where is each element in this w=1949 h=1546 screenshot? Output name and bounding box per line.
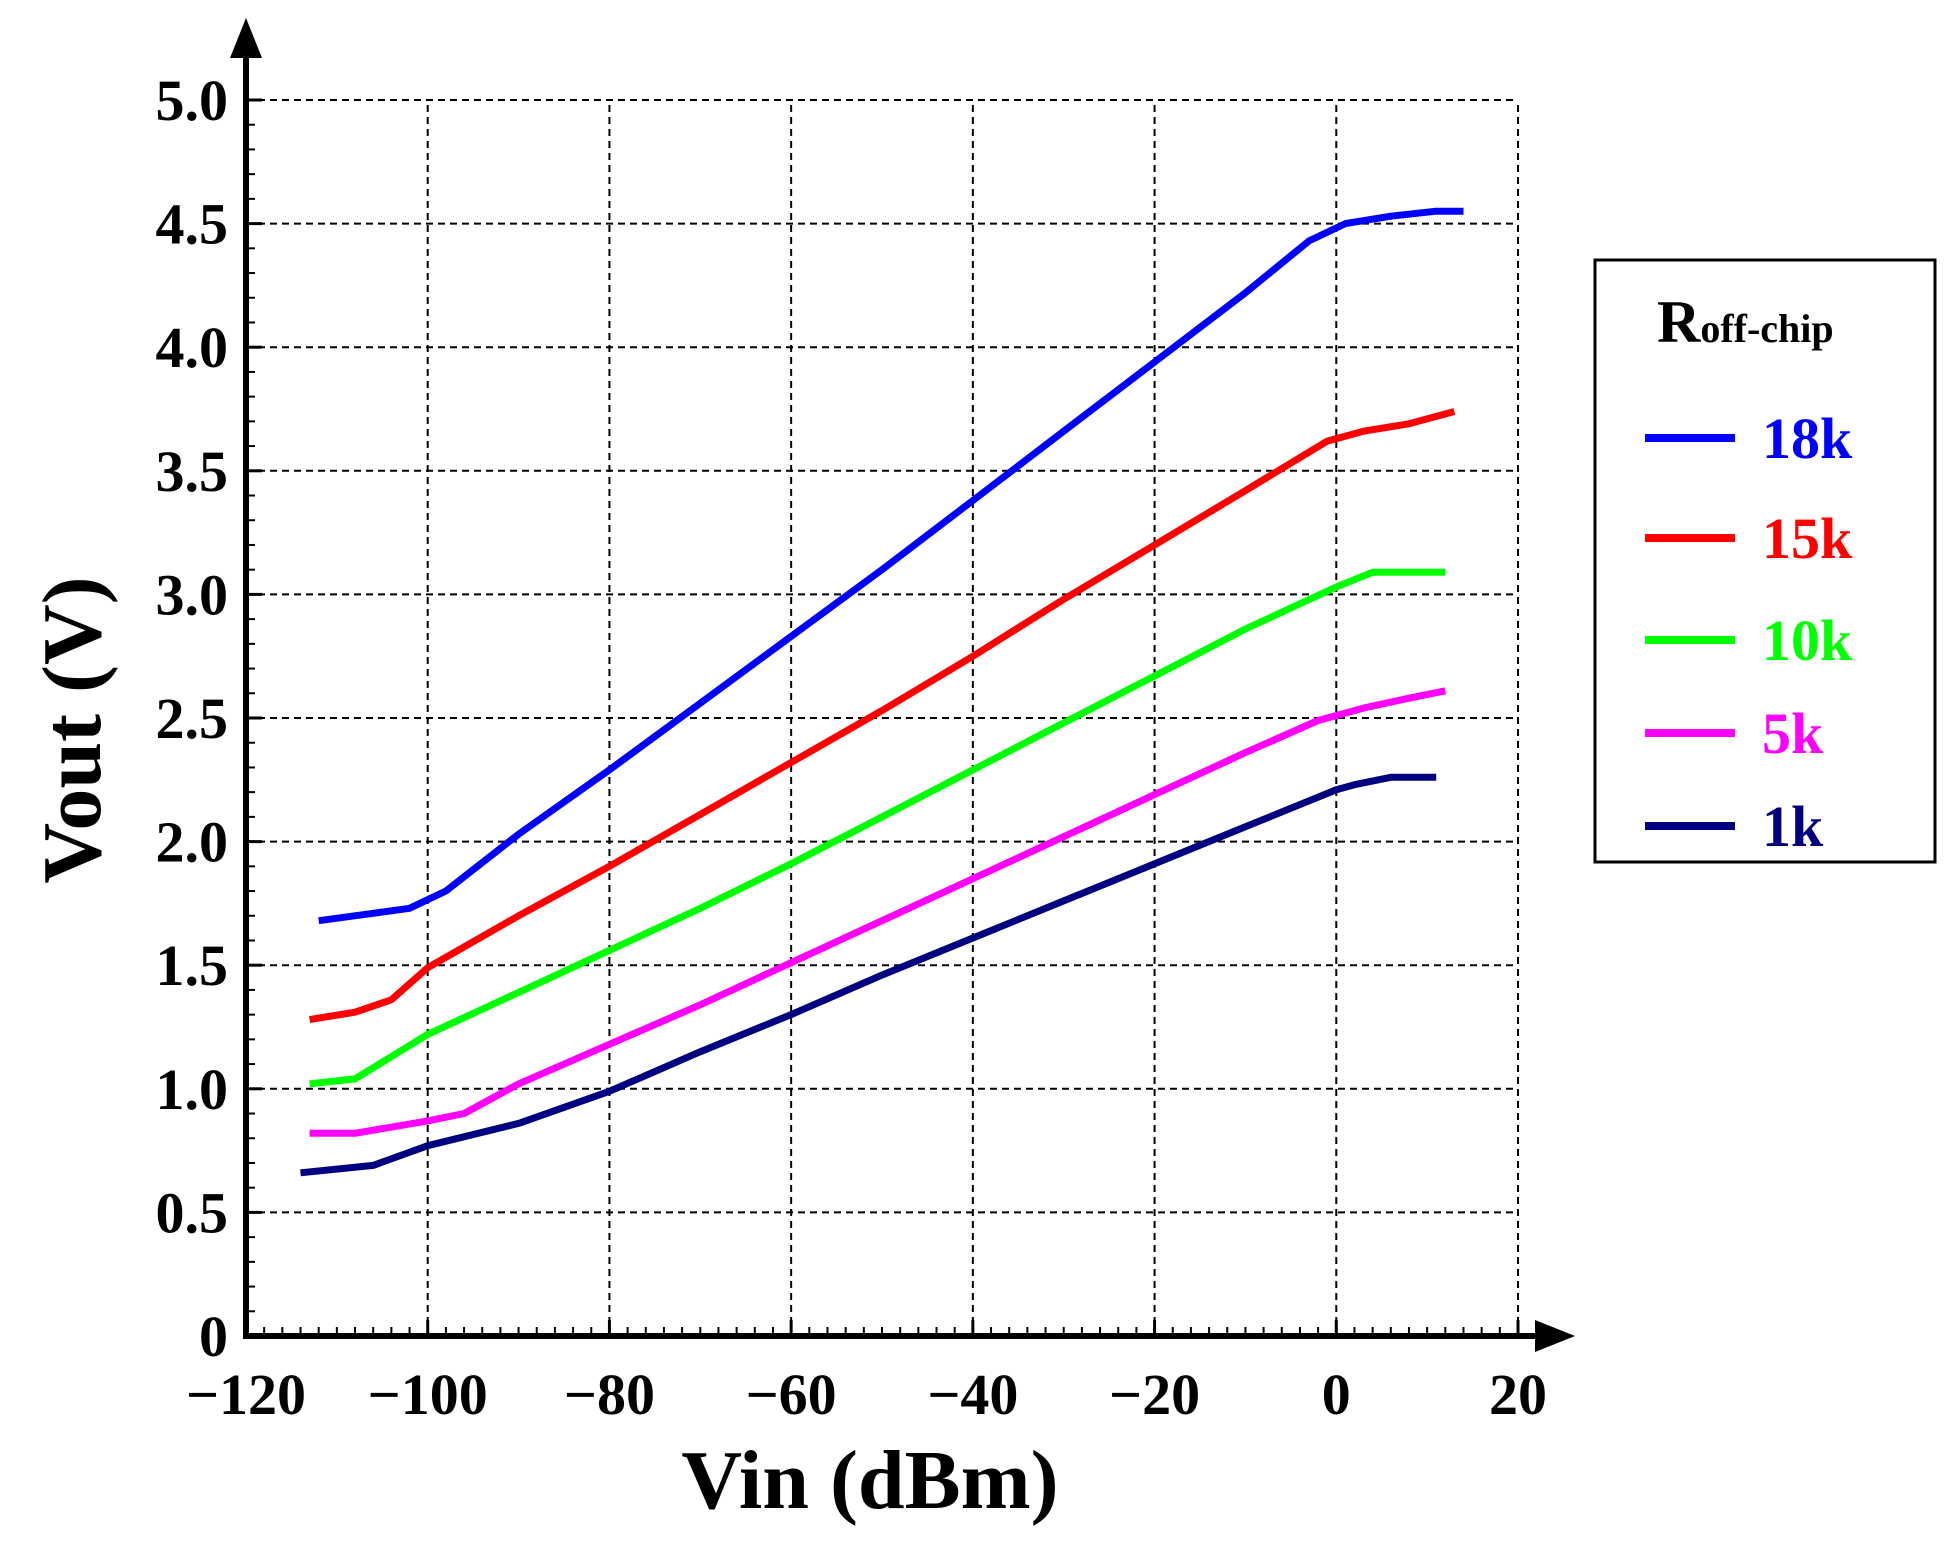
x-tick-label: −80: [564, 1362, 655, 1427]
legend: Roff-chip 18k 15k 10k 5k 1k: [1593, 258, 1937, 864]
y-tick-label: 2.0: [156, 810, 229, 875]
legend-label-1k: 1k: [1762, 794, 1824, 859]
legend-title-main: R: [1657, 289, 1701, 355]
legend-label-5k: 5k: [1762, 701, 1824, 766]
x-tick-label: −120: [186, 1362, 306, 1427]
x-tick-label: −20: [1109, 1362, 1200, 1427]
y-tick-label: 0.5: [156, 1180, 229, 1245]
legend-label-15k: 15k: [1762, 506, 1853, 571]
legend-box: [1593, 258, 1937, 864]
series-line-15k: [309, 408, 1456, 1024]
y-tick-labels: 0 0.5 1.0 1.5 2.0 2.5 3.0 3.5 4.0 4.5 5.0: [156, 68, 229, 1369]
series-line-18k: [318, 207, 1464, 925]
series-line-5k: [309, 687, 1446, 1137]
y-tick-label: 4.0: [156, 315, 229, 380]
y-tick-label: 4.5: [156, 192, 229, 257]
legend-title: Roff-chip: [1657, 289, 1834, 355]
series-line-1k: [300, 773, 1437, 1177]
y-tick-label: 1.5: [156, 933, 229, 998]
x-tick-label: 0: [1322, 1362, 1351, 1427]
legend-items: 18k 15k 10k 5k 1k: [1645, 406, 1853, 859]
y-tick-label: 5.0: [156, 68, 229, 133]
grid: [246, 99, 1519, 1336]
x-tick-label: −100: [368, 1362, 488, 1427]
x-axis-title: Vin (dBm): [681, 1434, 1058, 1527]
y-tick-label: 0: [199, 1304, 228, 1369]
legend-title-sub: off-chip: [1700, 306, 1833, 351]
y-tick-label: 3.5: [156, 439, 229, 504]
series-group: [300, 207, 1464, 1177]
y-axis-arrow: [230, 18, 262, 58]
x-tick-label: −60: [746, 1362, 837, 1427]
x-axis-arrow: [1535, 1320, 1575, 1352]
y-tick-label: 1.0: [156, 1057, 229, 1122]
x-tick-labels: −120 −100 −80 −60 −40 −20 0 20: [186, 1362, 1547, 1427]
y-tick-label: 2.5: [156, 686, 229, 751]
x-tick-label: −40: [927, 1362, 1018, 1427]
y-axis-title: Vout (V): [26, 576, 119, 883]
y-tick-label: 3.0: [156, 562, 229, 627]
legend-label-10k: 10k: [1762, 608, 1853, 673]
series-line-10k: [309, 568, 1446, 1088]
legend-label-18k: 18k: [1762, 406, 1853, 471]
x-tick-label: 20: [1489, 1362, 1547, 1427]
axes: [230, 18, 1575, 1352]
